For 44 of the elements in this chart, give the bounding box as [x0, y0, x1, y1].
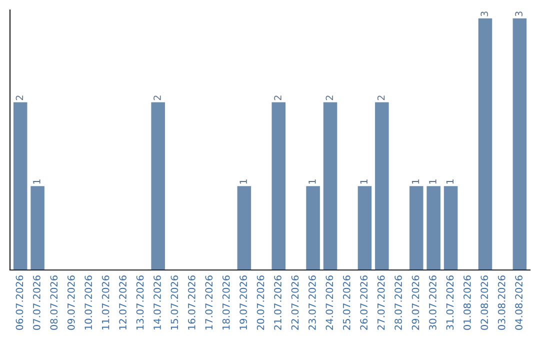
x-tick-label: 17.07.2026 [205, 275, 213, 330]
data-label: 1 [33, 179, 40, 184]
x-tick-label: 06.07.2026 [16, 275, 24, 330]
x-tick-label: 31.07.2026 [446, 275, 454, 330]
data-label: 1 [240, 179, 247, 184]
data-label: 1 [308, 179, 316, 184]
data-label: 2 [326, 96, 333, 100]
data-label: 1 [429, 179, 436, 184]
x-tick-label: 23.07.2026 [308, 275, 316, 330]
data-label: 2 [154, 96, 161, 100]
x-tick-label: 26.07.2026 [360, 275, 368, 330]
x-tick-label: 28.07.2026 [394, 275, 402, 330]
x-tick-label: 07.07.2026 [33, 275, 40, 330]
data-label: 1 [412, 179, 420, 184]
x-tick-label: 08.07.2026 [50, 275, 58, 330]
x-tick-label: 12.07.2026 [119, 275, 126, 330]
x-tick-label: 13.07.2026 [136, 275, 144, 330]
x-tick-label: 20.07.2026 [256, 275, 264, 330]
data-label: 2 [16, 96, 24, 100]
data-label: 2 [377, 96, 385, 100]
data-label: 3 [480, 12, 488, 16]
x-tick-label: 27.07.2026 [377, 275, 385, 330]
x-tick-label: 19.07.2026 [240, 275, 247, 330]
x-tick-label: 25.07.2026 [342, 275, 350, 330]
data-label: 3 [515, 12, 522, 16]
x-tick-label: 29.07.2026 [412, 275, 420, 330]
data-label: 1 [360, 179, 368, 184]
x-tick-label: 04.08.2026 [515, 275, 522, 330]
x-tick-label: 15.07.2026 [170, 275, 178, 330]
x-tick-label: 30.07.2026 [429, 275, 436, 330]
x-tick-label: 09.07.2026 [67, 275, 75, 330]
x-tick-label: 01.08.2026 [463, 275, 471, 330]
x-tick-label: 18.07.2026 [222, 275, 230, 330]
x-tick-label: 03.08.2026 [498, 275, 506, 330]
data-label: 1 [446, 179, 454, 184]
x-tick-label: 14.07.2026 [154, 275, 161, 330]
x-tick-label: 16.07.2026 [188, 275, 196, 330]
x-tick-label: 11.07.2026 [102, 275, 110, 330]
x-tick-label: 24.07.2026 [326, 275, 334, 330]
data-label: 2 [274, 96, 282, 100]
x-tick-label: 02.08.2026 [480, 275, 488, 330]
x-tick-label: 22.07.2026 [291, 275, 299, 330]
x-tick-label: 10.07.2026 [84, 275, 92, 330]
x-tick-label: 21.07.2026 [274, 275, 282, 330]
